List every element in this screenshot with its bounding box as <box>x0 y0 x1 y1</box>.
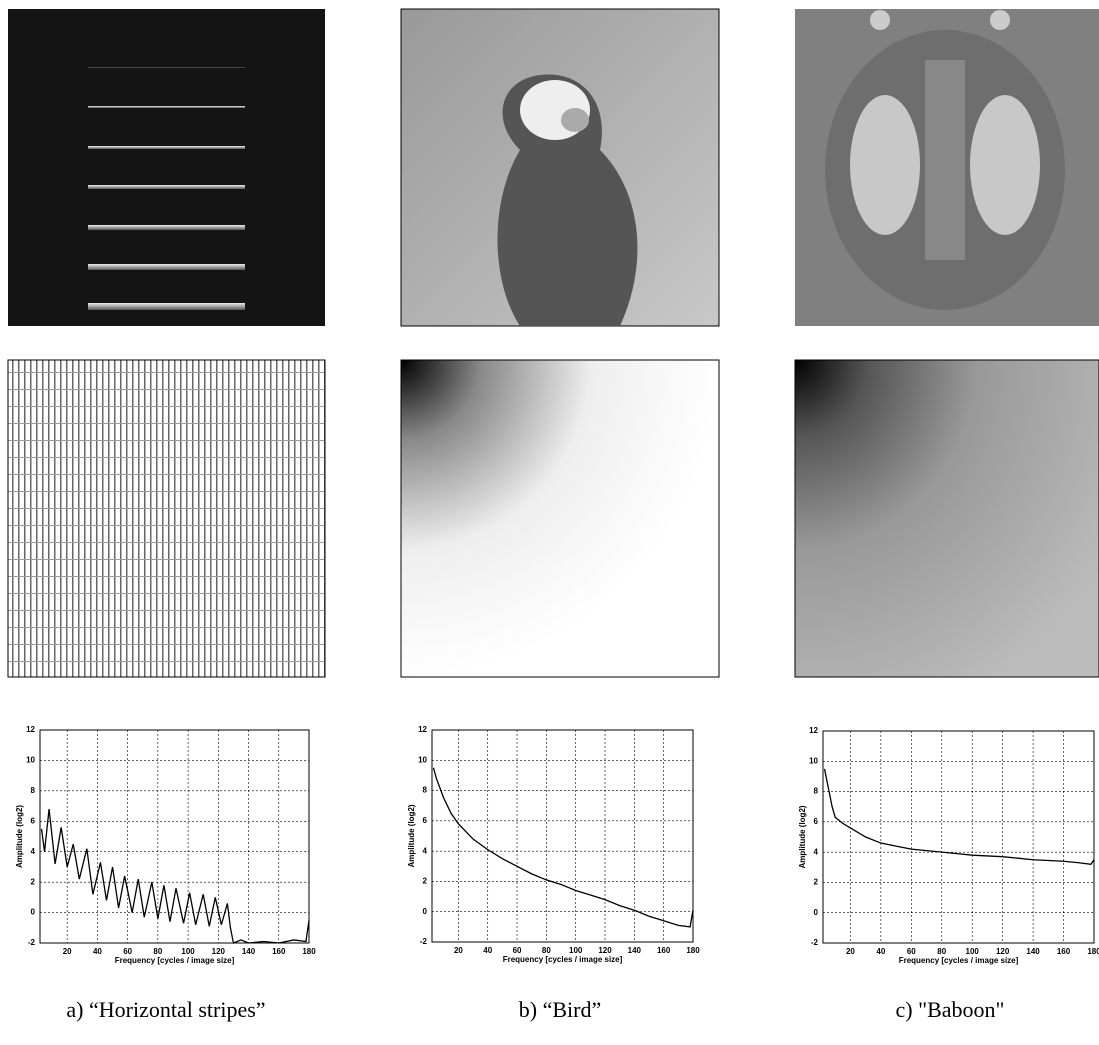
y-tick-label: 4 <box>814 847 819 856</box>
x-tick-label: 160 <box>1057 947 1071 956</box>
y-tick-label: 2 <box>814 878 819 887</box>
x-tick-label: 140 <box>628 946 642 955</box>
x-tick-label: 40 <box>876 947 885 956</box>
plot-area <box>40 730 309 943</box>
y-tick-label: 12 <box>418 725 427 734</box>
x-tick-label: 140 <box>242 947 256 956</box>
x-tick-label: 180 <box>1087 947 1099 956</box>
caption: c) "Baboon" <box>896 997 1005 1022</box>
y-tick-label: 0 <box>31 908 36 917</box>
caption: a) “Horizontal stripes” <box>66 997 265 1022</box>
y-tick-label: 6 <box>31 816 36 825</box>
x-tick-label: 120 <box>598 946 612 955</box>
y-tick-label: 2 <box>31 877 36 886</box>
y-tick-label: 6 <box>423 816 428 825</box>
plot-area <box>432 730 693 942</box>
x-tick-label: 20 <box>846 947 855 956</box>
bird-image <box>401 9 719 326</box>
x-tick-label: 100 <box>181 947 195 956</box>
x-tick-label: 80 <box>542 946 551 955</box>
x-tick-label: 40 <box>483 946 492 955</box>
y-tick-label: 8 <box>814 787 819 796</box>
baboon-image <box>795 9 1099 326</box>
y-tick-label: 0 <box>423 907 428 916</box>
plot-area <box>823 731 1094 943</box>
x-tick-label: 100 <box>569 946 583 955</box>
caption: b) “Bird” <box>519 997 601 1022</box>
stripes-image <box>8 9 325 326</box>
x-tick-label: 140 <box>1026 947 1040 956</box>
y-tick-label: 0 <box>814 908 819 917</box>
y-tick-label: 12 <box>809 726 818 735</box>
y-tick-label: 8 <box>31 786 36 795</box>
x-tick-label: 80 <box>937 947 946 956</box>
x-tick-label: 40 <box>93 947 102 956</box>
y-tick-label: 10 <box>809 756 818 765</box>
x-tick-label: 180 <box>302 947 316 956</box>
x-tick-label: 160 <box>657 946 671 955</box>
y-axis-label: Amplitude (log2) <box>407 804 416 867</box>
x-tick-label: 100 <box>966 947 980 956</box>
y-tick-label: 2 <box>423 877 428 886</box>
y-tick-label: 10 <box>418 755 427 764</box>
y-axis-label: Amplitude (log2) <box>15 805 24 868</box>
x-tick-label: 20 <box>63 947 72 956</box>
x-tick-label: 60 <box>513 946 522 955</box>
x-axis-label: Frequency [cycles / image size] <box>899 956 1019 965</box>
y-tick-label: 6 <box>814 817 819 826</box>
y-tick-label: 8 <box>423 786 428 795</box>
x-tick-label: 80 <box>153 947 162 956</box>
y-tick-label: 10 <box>26 756 35 765</box>
y-axis-label: Amplitude (log2) <box>798 805 807 868</box>
figure: -202468101220406080100120140160180Freque… <box>0 0 1099 1040</box>
stripes-spectrum <box>8 360 325 677</box>
x-tick-label: 60 <box>123 947 132 956</box>
x-axis-label: Frequency [cycles / image size] <box>115 956 235 965</box>
y-tick-label: -2 <box>811 938 819 947</box>
y-tick-label: 4 <box>31 847 36 856</box>
y-tick-label: -2 <box>28 938 36 947</box>
x-tick-label: 160 <box>272 947 286 956</box>
y-tick-label: 12 <box>26 725 35 734</box>
x-tick-label: 120 <box>996 947 1010 956</box>
x-tick-label: 60 <box>907 947 916 956</box>
y-tick-label: 4 <box>423 846 428 855</box>
x-axis-label: Frequency [cycles / image size] <box>503 955 623 964</box>
baboon-spectrum <box>795 360 1099 677</box>
y-tick-label: -2 <box>420 937 428 946</box>
x-tick-label: 180 <box>686 946 700 955</box>
bird-spectrum <box>401 360 719 677</box>
x-tick-label: 20 <box>454 946 463 955</box>
x-tick-label: 120 <box>212 947 226 956</box>
